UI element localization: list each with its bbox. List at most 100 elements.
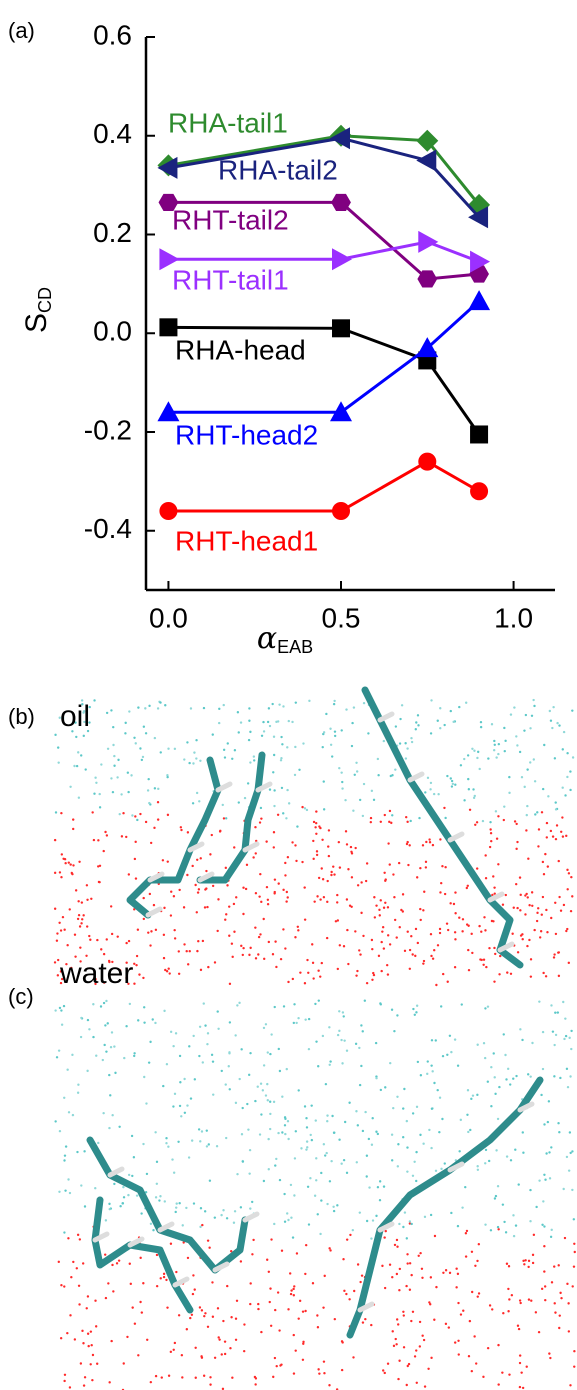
solvent-dot [178,889,180,891]
solvent-dot [247,782,249,784]
solvent-dot [546,836,548,838]
solvent-dot [471,1370,473,1372]
solvent-dot [192,762,194,764]
solvent-dot [554,1012,556,1014]
solvent-dot [77,1084,79,1086]
solvent-dot [127,791,129,793]
solvent-dot [364,1318,366,1320]
solvent-dot [544,1299,546,1301]
solvent-dot [59,871,61,873]
solvent-dot [238,1078,240,1080]
solvent-dot [443,807,445,809]
solvent-dot [461,930,463,932]
solvent-dot [61,1024,63,1026]
solvent-dot [458,706,460,708]
solvent-dot [157,801,159,803]
solvent-dot [154,1022,156,1024]
solvent-dot [60,812,62,814]
solvent-dot [302,1343,304,1345]
solvent-dot [281,1250,283,1252]
solvent-dot [480,721,482,723]
solvent-dot [153,904,155,906]
solvent-dot [310,1134,312,1136]
solvent-dot [543,1245,545,1247]
solvent-dot [262,721,264,723]
solvent-dot [372,972,374,974]
solvent-dot [86,1070,88,1072]
solvent-dot [508,1265,510,1267]
solvent-dot [214,961,216,963]
solvent-dot [97,1142,99,1144]
solvent-dot [570,910,572,912]
solvent-dot [114,1072,116,1074]
solvent-dot [498,973,500,975]
solvent-dot [54,872,56,874]
solvent-dot [341,781,343,783]
solvent-dot [66,1332,68,1334]
solvent-dot [143,918,145,920]
solvent-dot [553,1265,555,1267]
solvent-dot [122,1186,124,1188]
solvent-dot [76,765,78,767]
solvent-dot [248,739,250,741]
solvent-dot [478,925,480,927]
solvent-dot [493,1052,495,1054]
solvent-dot [263,1180,265,1182]
solvent-dot [105,1297,107,1299]
solvent-dot [249,1282,251,1284]
solvent-dot [558,1131,560,1133]
solvent-dot [484,1223,486,1225]
solvent-dot [501,1371,503,1373]
solvent-dot [471,748,473,750]
solvent-dot [186,874,188,876]
solvent-dot [79,925,81,927]
solvent-dot [377,1133,379,1135]
solvent-dot [514,1149,516,1151]
solvent-dot [295,860,297,862]
solvent-dot [203,1375,205,1377]
solvent-dot [439,932,441,934]
solvent-dot [504,1054,506,1056]
solvent-dot [529,1075,531,1077]
solvent-dot [366,1155,368,1157]
solvent-dot [493,947,495,949]
solvent-dot [557,951,559,953]
solvent-dot [420,919,422,921]
solvent-dot [433,1082,435,1084]
solvent-dot [80,1362,82,1364]
solvent-dot [135,964,137,966]
solvent-dot [247,1128,249,1130]
solvent-dot [168,972,170,974]
solvent-dot [111,1031,113,1033]
solvent-dot [265,1094,267,1096]
solvent-dot [490,840,492,842]
solvent-dot [148,1061,150,1063]
solvent-dot [318,877,320,879]
solvent-dot [187,1257,189,1259]
solvent-dot [338,1139,340,1141]
solvent-dot [359,1084,361,1086]
solvent-dot [253,755,255,757]
solvent-dot [308,1223,310,1225]
solvent-dot [450,710,452,712]
solvent-dot [439,838,441,840]
solvent-dot [517,1325,519,1327]
solvent-dot [428,838,430,840]
solvent-dot [409,820,411,822]
solvent-dot [516,744,518,746]
solvent-dot [160,751,162,753]
solvent-dot [556,722,558,724]
solvent-dot [440,1005,442,1007]
solvent-dot [88,1028,90,1030]
solvent-dot [442,973,444,975]
solvent-dot [514,820,516,822]
solvent-dot [406,1384,408,1386]
solvent-dot [241,1107,243,1109]
solvent-dot [233,846,235,848]
solvent-dot [122,812,124,814]
solvent-dot [263,958,265,960]
solvent-dot [273,831,275,833]
solvent-dot [519,1302,521,1304]
solvent-dot [553,956,555,958]
solvent-dot [198,800,200,802]
